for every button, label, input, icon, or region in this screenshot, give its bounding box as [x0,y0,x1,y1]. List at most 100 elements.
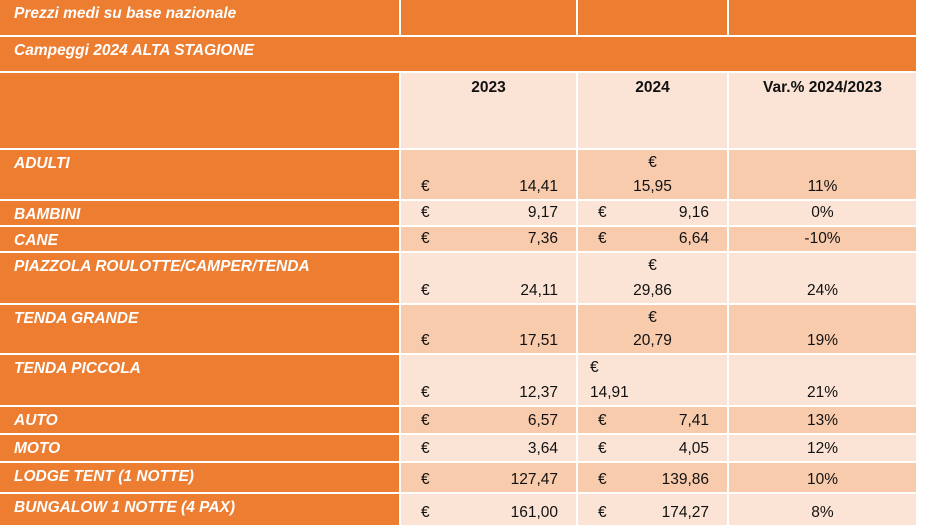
value-2023: €9,17 [401,201,578,227]
currency-symbol: € [648,309,657,326]
value: 4,05 [678,440,709,457]
header-variation: Var.% 2024/2023 [729,73,918,150]
value-2023: €12,37 [401,355,578,407]
currency-symbol: € [598,230,607,247]
value: 139,86 [661,471,709,488]
value: 15,95 [633,178,672,195]
value: 0% [811,204,834,221]
value: 19% [806,332,839,349]
currency-symbol: € [421,471,430,488]
currency-symbol: € [421,332,430,349]
value-2024: €14,91 [578,355,729,407]
row-label: LODGE TENT (1 NOTTE) [0,463,401,494]
row-label: CANE [0,227,401,253]
value-2023: €17,51 [401,305,578,355]
empty-cell [729,0,918,37]
variation: 13% [729,407,918,435]
row-label: TENDA GRANDE [0,305,401,355]
value-2024: €4,05 [578,435,729,463]
value-2024: €139,86 [578,463,729,494]
value-2024: €20,79 [578,305,729,355]
currency-symbol: € [421,440,430,457]
value: 6,64 [678,230,709,247]
table-title: Prezzi medi su base nazionale [0,0,401,37]
variation: 21% [729,355,918,407]
value: 3,64 [527,440,558,457]
value: 127,47 [510,471,558,488]
value-2024: €15,95 [578,150,729,201]
header-2023: 2023 [401,73,578,150]
value: 9,16 [678,204,709,221]
variation: 10% [729,463,918,494]
currency-symbol: € [648,257,657,274]
empty-cell [0,73,401,150]
row-label: BUNGALOW 1 NOTTE (4 PAX) [0,494,401,527]
value: 24% [806,282,839,299]
value: 12% [806,440,839,457]
variation: -10% [729,227,918,253]
variation: 0% [729,201,918,227]
value: 14,91 [590,384,629,401]
value: 7,41 [678,412,709,429]
currency-symbol: € [598,504,607,521]
value: 21% [806,384,839,401]
currency-symbol: € [421,384,430,401]
row-label: MOTO [0,435,401,463]
currency-symbol: € [598,204,607,221]
currency-symbol: € [421,230,430,247]
value: 174,27 [661,504,709,521]
currency-symbol: € [598,440,607,457]
value-2023: €6,57 [401,407,578,435]
row-label: AUTO [0,407,401,435]
value-2024: €9,16 [578,201,729,227]
value: 6,57 [527,412,558,429]
value-2023: €24,11 [401,253,578,305]
value: 29,86 [633,282,672,299]
value: 20,79 [633,332,672,349]
empty-cell [578,0,729,37]
variation: 19% [729,305,918,355]
value-2024: €29,86 [578,253,729,305]
row-label: TENDA PICCOLA [0,355,401,407]
value: 9,17 [527,204,558,221]
value-2023: €14,41 [401,150,578,201]
value: 12,37 [519,384,558,401]
value: 14,41 [519,178,558,195]
value: 24,11 [520,282,558,299]
variation: 11% [729,150,918,201]
value: 17,51 [519,332,558,349]
currency-symbol: € [421,178,430,195]
value: 8% [811,504,834,521]
currency-symbol: € [421,412,430,429]
currency-symbol: € [598,471,607,488]
value-2023: €7,36 [401,227,578,253]
value-2024: €7,41 [578,407,729,435]
value-2024: €6,64 [578,227,729,253]
value-2023: €127,47 [401,463,578,494]
currency-symbol: € [421,282,430,299]
value-2023: €161,00 [401,494,578,527]
value-2023: €3,64 [401,435,578,463]
table-subtitle: Campeggi 2024 ALTA STAGIONE [0,37,918,73]
value: 11% [807,178,838,195]
row-label: BAMBINI [0,201,401,227]
currency-symbol: € [421,504,430,521]
value: 161,00 [510,504,558,521]
variation: 8% [729,494,918,527]
currency-symbol: € [598,412,607,429]
variation: 24% [729,253,918,305]
currency-symbol: € [590,359,599,376]
value: 13% [806,412,839,429]
empty-cell [401,0,578,37]
currency-symbol: € [421,204,430,221]
value: -10% [804,230,841,247]
variation: 12% [729,435,918,463]
header-2024: 2024 [578,73,729,150]
value: 7,36 [527,230,558,247]
currency-symbol: € [648,154,657,171]
row-label: PIAZZOLA ROULOTTE/CAMPER/TENDA [0,253,401,305]
value: 10% [806,471,839,488]
value-2024: €174,27 [578,494,729,527]
row-label: ADULTI [0,150,401,201]
